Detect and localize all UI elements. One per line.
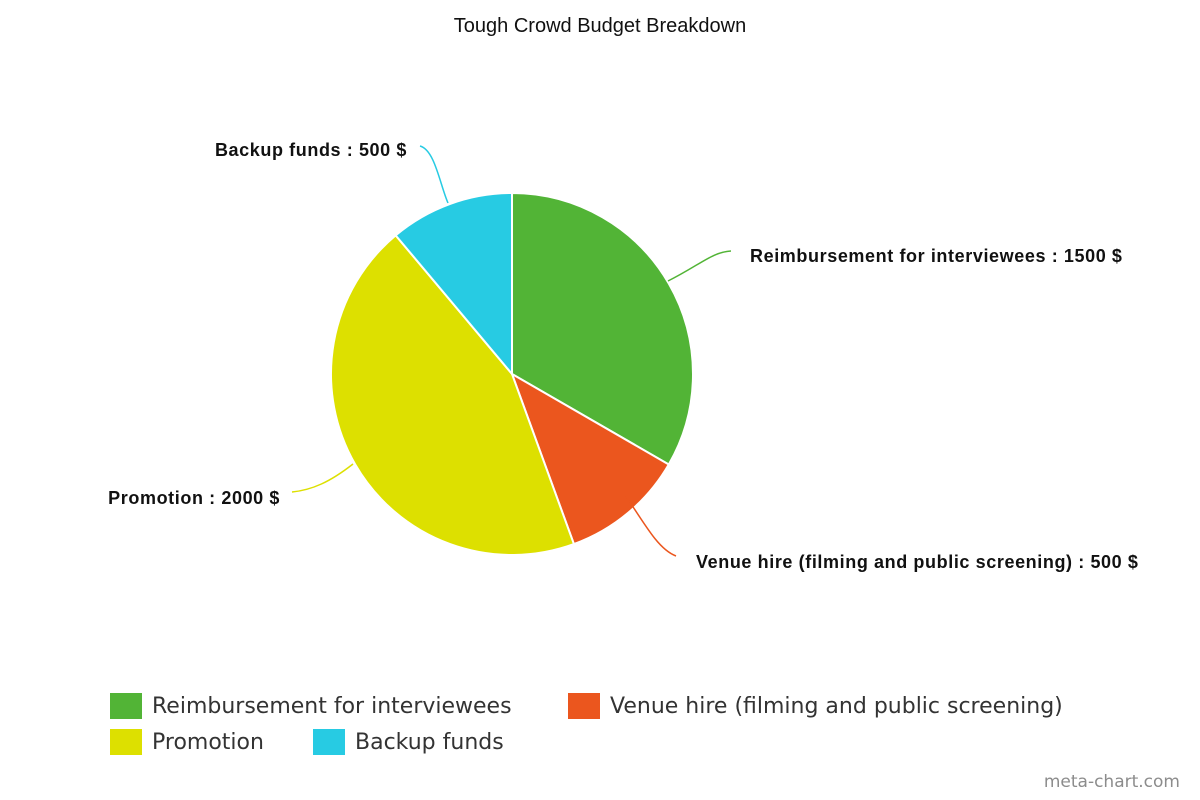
- slice-label-venue-hire: Venue hire (filming and public screening…: [696, 552, 1139, 572]
- legend-swatch-promotion: [110, 729, 142, 755]
- legend-item-venue-hire[interactable]: Venue hire (filming and public screening…: [568, 693, 1063, 719]
- slice-label-reimbursement: Reimbursement for interviewees : 1500 $: [750, 246, 1123, 266]
- legend-label-promotion: Promotion: [152, 729, 264, 755]
- legend-swatch-venue-hire: [568, 693, 600, 719]
- pie-slice-reimbursement[interactable]: [511, 192, 694, 466]
- slice-label-promotion: Promotion : 2000 $: [108, 488, 280, 508]
- legend-item-backup-funds[interactable]: Backup funds: [313, 729, 504, 755]
- pie-slices: [330, 192, 694, 556]
- leader-line-promotion: [291, 463, 354, 493]
- legend-label-venue-hire: Venue hire (filming and public screening…: [610, 693, 1063, 719]
- legend-item-promotion[interactable]: Promotion: [110, 729, 313, 755]
- legend-swatch-backup-funds: [313, 729, 345, 755]
- leader-line-reimbursement: [667, 250, 732, 282]
- leader-line-backup-funds: [419, 145, 449, 204]
- chart-title: Tough Crowd Budget Breakdown: [453, 15, 747, 37]
- legend-label-reimbursement: Reimbursement for interviewees: [152, 693, 512, 719]
- leader-line-venue-hire: [625, 495, 677, 557]
- slice-labels: Reimbursement for interviewees : 1500 $ V…: [108, 140, 1138, 572]
- legend: Reimbursement for interviewees Venue hir…: [110, 688, 1160, 760]
- watermark: meta-chart.com: [1043, 772, 1180, 792]
- legend-label-backup-funds: Backup funds: [355, 729, 504, 755]
- legend-item-reimbursement[interactable]: Reimbursement for interviewees: [110, 693, 568, 719]
- legend-swatch-reimbursement: [110, 693, 142, 719]
- leader-lines: [291, 145, 732, 557]
- pie-slice-promotion[interactable]: [330, 234, 575, 556]
- slice-label-backup-funds: Backup funds : 500 $: [215, 140, 407, 160]
- pie-slice-backup-funds[interactable]: [394, 192, 513, 375]
